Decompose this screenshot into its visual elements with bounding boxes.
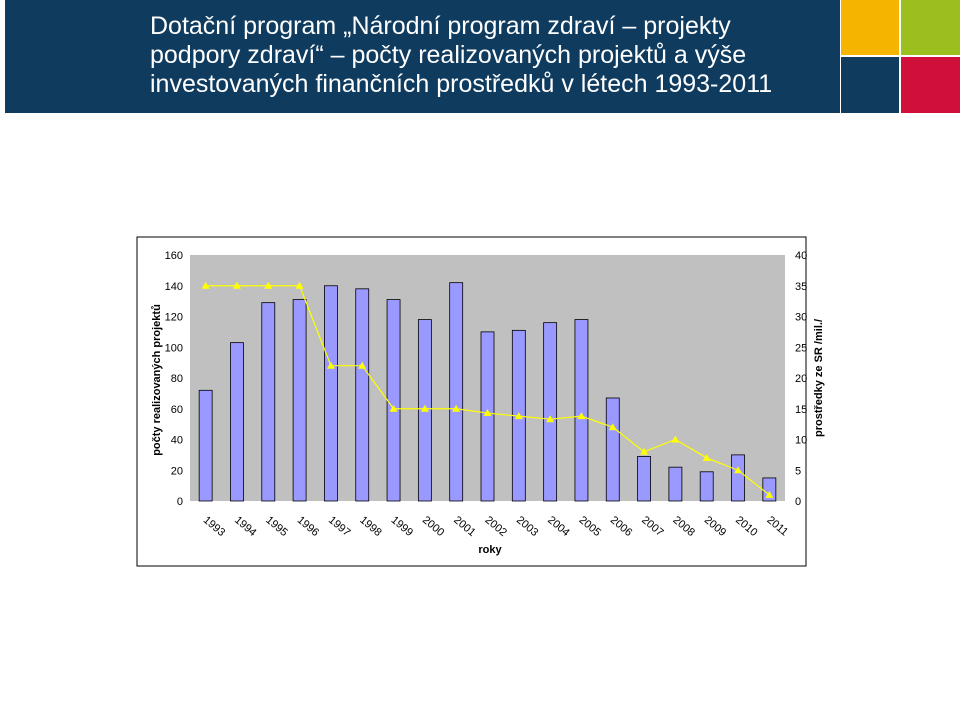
line-marker [640,447,649,455]
y2-tick-label: 15 [795,404,807,416]
line-marker [765,490,774,498]
y-tick-label: 0 [177,496,183,508]
line-marker [577,412,586,420]
line-marker [295,281,304,289]
bar [449,282,464,502]
decor-square [841,57,899,113]
bar [480,331,495,502]
line-marker [389,404,398,412]
y-tick-label: 120 [165,312,183,324]
y-tick-label: 140 [165,281,183,293]
line-marker [326,361,335,369]
decor-square [841,0,899,55]
y-axis-title: počty realizovaných projektů [151,304,163,456]
bar [543,322,558,502]
bar [699,471,714,502]
line-marker [671,435,680,443]
line-marker [358,361,367,369]
y-tick-label: 80 [171,373,183,385]
bar [605,397,620,502]
bar [637,456,651,502]
bar [261,302,276,502]
line-marker [702,453,711,461]
y2-tick-label: 40 [795,250,807,262]
bar [731,454,745,502]
y-tick-label: 20 [171,465,183,477]
bar [292,299,307,502]
y2-tick-label: 5 [795,465,801,477]
bar [198,389,213,502]
line-marker [514,412,523,420]
x-axis-title: roky [478,544,502,556]
decor-square [901,0,960,55]
line-marker [452,404,461,412]
bar [324,285,338,502]
line-marker [483,409,492,417]
y-tick-label: 60 [171,404,183,416]
line-marker [546,415,555,423]
bar [230,342,244,502]
y2-tick-label: 25 [795,342,807,354]
line-marker [734,466,743,474]
y-tick-label: 40 [171,435,183,447]
bar [574,319,589,502]
y-tick-label: 160 [165,250,183,262]
line-marker [420,404,429,412]
title-banner: Dotační program „Národní program zdraví … [5,0,840,113]
y2-tick-label: 20 [795,373,807,385]
y2-axis-title: prostředky ze SR /mil./ [813,319,825,437]
bar [386,299,401,502]
y2-tick-label: 0 [795,496,801,508]
y2-tick-label: 35 [795,281,807,293]
bar [355,288,370,502]
y2-tick-label: 30 [795,312,807,324]
line-marker [201,281,210,289]
bar [668,466,683,502]
decor-square [901,57,960,113]
line-marker [232,281,241,289]
y-tick-label: 100 [165,342,183,354]
line-marker [264,281,273,289]
line-marker [608,423,617,431]
chart-title: Dotační program „Národní program zdraví … [150,12,773,98]
y2-tick-label: 10 [795,435,807,447]
